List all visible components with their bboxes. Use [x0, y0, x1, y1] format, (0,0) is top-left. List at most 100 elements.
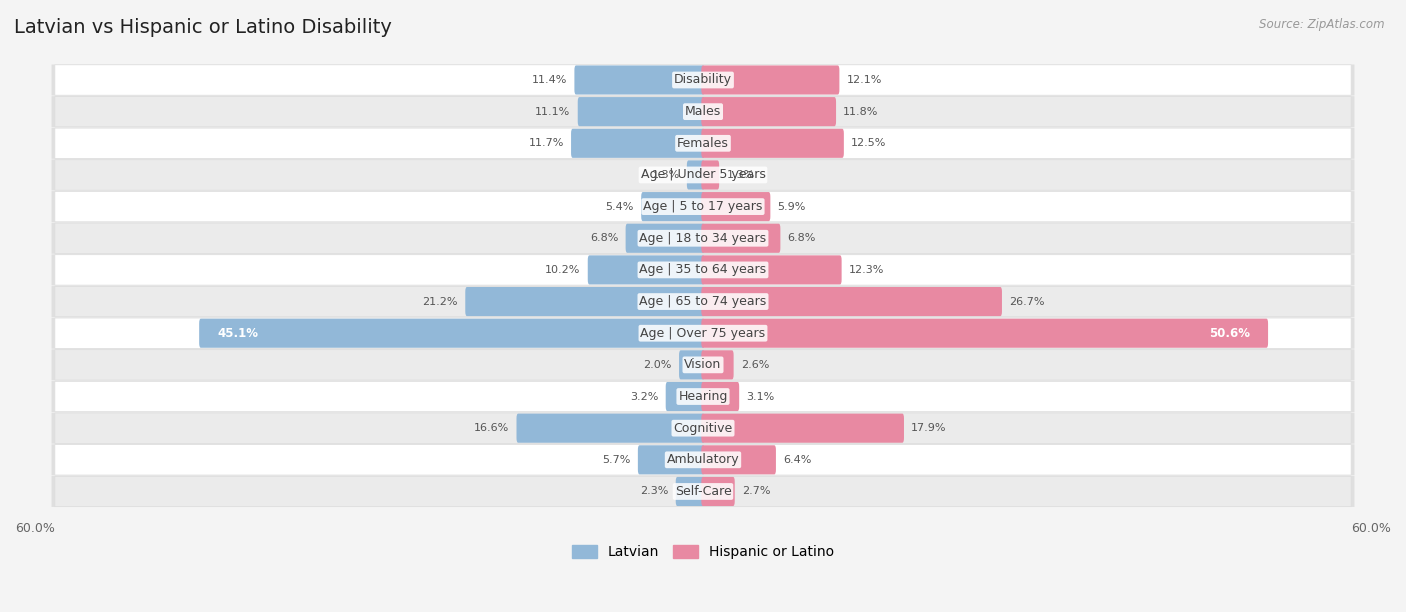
- Text: 17.9%: 17.9%: [911, 423, 946, 433]
- Text: 11.4%: 11.4%: [531, 75, 567, 85]
- FancyBboxPatch shape: [665, 382, 704, 411]
- FancyBboxPatch shape: [52, 318, 1354, 349]
- FancyBboxPatch shape: [626, 224, 704, 253]
- FancyBboxPatch shape: [702, 224, 780, 253]
- FancyBboxPatch shape: [571, 129, 704, 158]
- Text: Latvian vs Hispanic or Latino Disability: Latvian vs Hispanic or Latino Disability: [14, 18, 392, 37]
- FancyBboxPatch shape: [578, 97, 704, 126]
- FancyBboxPatch shape: [52, 476, 1354, 507]
- Text: Age | 65 to 74 years: Age | 65 to 74 years: [640, 295, 766, 308]
- Text: Source: ZipAtlas.com: Source: ZipAtlas.com: [1260, 18, 1385, 31]
- Text: Age | 5 to 17 years: Age | 5 to 17 years: [644, 200, 762, 213]
- FancyBboxPatch shape: [55, 318, 1351, 348]
- FancyBboxPatch shape: [679, 350, 704, 379]
- Text: Age | Over 75 years: Age | Over 75 years: [641, 327, 765, 340]
- Text: Hearing: Hearing: [678, 390, 728, 403]
- FancyBboxPatch shape: [702, 65, 839, 95]
- FancyBboxPatch shape: [641, 192, 704, 221]
- Text: Vision: Vision: [685, 359, 721, 371]
- Text: 1.3%: 1.3%: [727, 170, 755, 180]
- FancyBboxPatch shape: [702, 287, 1002, 316]
- FancyBboxPatch shape: [702, 255, 842, 285]
- Text: 3.1%: 3.1%: [747, 392, 775, 401]
- Text: 10.2%: 10.2%: [546, 265, 581, 275]
- Text: 6.4%: 6.4%: [783, 455, 811, 465]
- Text: 5.7%: 5.7%: [602, 455, 631, 465]
- Text: Age | 18 to 34 years: Age | 18 to 34 years: [640, 232, 766, 245]
- Text: Females: Females: [678, 137, 728, 150]
- FancyBboxPatch shape: [702, 350, 734, 379]
- FancyBboxPatch shape: [676, 477, 704, 506]
- FancyBboxPatch shape: [55, 413, 1351, 443]
- FancyBboxPatch shape: [55, 476, 1351, 507]
- FancyBboxPatch shape: [702, 477, 735, 506]
- FancyBboxPatch shape: [702, 446, 776, 474]
- Text: 6.8%: 6.8%: [787, 233, 815, 243]
- FancyBboxPatch shape: [52, 381, 1354, 412]
- FancyBboxPatch shape: [52, 444, 1354, 476]
- FancyBboxPatch shape: [575, 65, 704, 95]
- FancyBboxPatch shape: [52, 286, 1354, 317]
- Text: 2.0%: 2.0%: [644, 360, 672, 370]
- FancyBboxPatch shape: [55, 349, 1351, 380]
- FancyBboxPatch shape: [52, 96, 1354, 127]
- Text: 5.4%: 5.4%: [606, 201, 634, 212]
- FancyBboxPatch shape: [55, 192, 1351, 222]
- Text: 50.6%: 50.6%: [1209, 327, 1250, 340]
- FancyBboxPatch shape: [702, 97, 837, 126]
- FancyBboxPatch shape: [702, 414, 904, 442]
- Text: 16.6%: 16.6%: [474, 423, 509, 433]
- Text: 11.1%: 11.1%: [536, 106, 571, 117]
- FancyBboxPatch shape: [52, 160, 1354, 190]
- Text: 2.6%: 2.6%: [741, 360, 769, 370]
- FancyBboxPatch shape: [55, 97, 1351, 127]
- Text: 12.1%: 12.1%: [846, 75, 882, 85]
- FancyBboxPatch shape: [702, 192, 770, 221]
- FancyBboxPatch shape: [55, 160, 1351, 190]
- Text: 45.1%: 45.1%: [218, 327, 259, 340]
- Text: Disability: Disability: [673, 73, 733, 86]
- FancyBboxPatch shape: [588, 255, 704, 285]
- Text: Age | 35 to 64 years: Age | 35 to 64 years: [640, 263, 766, 277]
- FancyBboxPatch shape: [465, 287, 704, 316]
- FancyBboxPatch shape: [52, 349, 1354, 381]
- FancyBboxPatch shape: [52, 412, 1354, 444]
- FancyBboxPatch shape: [55, 128, 1351, 159]
- FancyBboxPatch shape: [638, 446, 704, 474]
- FancyBboxPatch shape: [52, 223, 1354, 254]
- Text: 26.7%: 26.7%: [1010, 297, 1045, 307]
- Text: 5.9%: 5.9%: [778, 201, 806, 212]
- FancyBboxPatch shape: [55, 381, 1351, 412]
- Text: 21.2%: 21.2%: [423, 297, 458, 307]
- FancyBboxPatch shape: [702, 160, 718, 190]
- Text: Self-Care: Self-Care: [675, 485, 731, 498]
- FancyBboxPatch shape: [55, 65, 1351, 95]
- FancyBboxPatch shape: [702, 319, 1268, 348]
- FancyBboxPatch shape: [200, 319, 704, 348]
- Text: 1.3%: 1.3%: [651, 170, 679, 180]
- Text: 6.8%: 6.8%: [591, 233, 619, 243]
- FancyBboxPatch shape: [52, 64, 1354, 95]
- Text: Males: Males: [685, 105, 721, 118]
- FancyBboxPatch shape: [688, 160, 704, 190]
- Text: Cognitive: Cognitive: [673, 422, 733, 435]
- Text: 11.8%: 11.8%: [844, 106, 879, 117]
- Text: 12.3%: 12.3%: [849, 265, 884, 275]
- FancyBboxPatch shape: [55, 286, 1351, 317]
- Legend: Latvian, Hispanic or Latino: Latvian, Hispanic or Latino: [567, 540, 839, 565]
- Text: 12.5%: 12.5%: [851, 138, 886, 148]
- FancyBboxPatch shape: [55, 255, 1351, 285]
- FancyBboxPatch shape: [702, 129, 844, 158]
- FancyBboxPatch shape: [52, 191, 1354, 222]
- FancyBboxPatch shape: [516, 414, 704, 442]
- Text: Age | Under 5 years: Age | Under 5 years: [641, 168, 765, 181]
- Text: Ambulatory: Ambulatory: [666, 453, 740, 466]
- FancyBboxPatch shape: [55, 445, 1351, 475]
- FancyBboxPatch shape: [702, 382, 740, 411]
- Text: 2.3%: 2.3%: [640, 487, 668, 496]
- Text: 3.2%: 3.2%: [630, 392, 658, 401]
- Text: 2.7%: 2.7%: [742, 487, 770, 496]
- FancyBboxPatch shape: [52, 255, 1354, 285]
- Text: 11.7%: 11.7%: [529, 138, 564, 148]
- FancyBboxPatch shape: [55, 223, 1351, 253]
